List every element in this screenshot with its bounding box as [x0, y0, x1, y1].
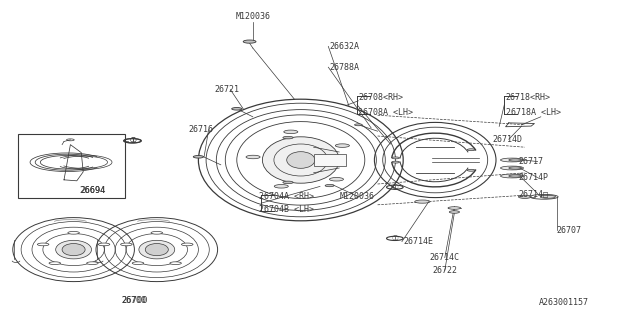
- Text: 26700: 26700: [121, 296, 148, 305]
- Ellipse shape: [62, 244, 85, 256]
- Text: 26718A <LH>: 26718A <LH>: [506, 108, 561, 116]
- Ellipse shape: [449, 211, 460, 213]
- Text: A263001157: A263001157: [539, 298, 589, 307]
- Ellipse shape: [193, 156, 204, 158]
- Text: 26717: 26717: [518, 157, 543, 166]
- Ellipse shape: [500, 166, 524, 170]
- Text: 26632A: 26632A: [330, 42, 360, 51]
- Ellipse shape: [68, 231, 79, 234]
- Ellipse shape: [509, 175, 522, 177]
- Text: 26714P: 26714P: [518, 173, 548, 182]
- Bar: [18, 134, 125, 198]
- Text: 26714C: 26714C: [430, 253, 460, 262]
- Ellipse shape: [49, 262, 61, 265]
- Ellipse shape: [274, 185, 288, 188]
- Text: 26694: 26694: [80, 186, 106, 195]
- Text: 26714D: 26714D: [493, 135, 523, 144]
- Ellipse shape: [540, 195, 556, 198]
- Ellipse shape: [448, 207, 461, 209]
- Text: 26708<RH>: 26708<RH>: [358, 93, 403, 102]
- Text: 26716: 26716: [189, 125, 214, 134]
- Text: ①: ①: [392, 183, 398, 192]
- Text: 26700: 26700: [122, 296, 147, 305]
- Ellipse shape: [287, 152, 315, 168]
- Text: 26708A <LH>: 26708A <LH>: [358, 108, 413, 116]
- Ellipse shape: [182, 243, 193, 246]
- Text: M120036: M120036: [236, 12, 270, 21]
- Ellipse shape: [283, 181, 293, 184]
- Ellipse shape: [262, 137, 339, 183]
- Text: 26707: 26707: [557, 226, 582, 235]
- Text: 26714□: 26714□: [518, 189, 548, 198]
- Ellipse shape: [355, 124, 362, 126]
- Text: 26704A <RH>: 26704A <RH>: [259, 192, 314, 201]
- Text: 26718<RH>: 26718<RH>: [506, 93, 550, 102]
- Text: 26788A: 26788A: [330, 63, 360, 72]
- Ellipse shape: [246, 155, 260, 159]
- Ellipse shape: [145, 244, 168, 256]
- Ellipse shape: [283, 136, 293, 139]
- Text: 26721: 26721: [214, 85, 239, 94]
- Ellipse shape: [325, 184, 334, 187]
- Ellipse shape: [518, 195, 531, 198]
- Bar: [314, 154, 346, 166]
- Ellipse shape: [415, 200, 430, 203]
- Ellipse shape: [86, 262, 98, 265]
- Ellipse shape: [139, 240, 175, 259]
- Text: ①: ①: [129, 136, 136, 145]
- Ellipse shape: [132, 262, 144, 265]
- Ellipse shape: [500, 158, 524, 162]
- Ellipse shape: [284, 130, 298, 133]
- Ellipse shape: [392, 161, 399, 163]
- Ellipse shape: [120, 243, 132, 246]
- Text: ①: ①: [392, 234, 398, 243]
- Ellipse shape: [467, 169, 475, 171]
- Text: 26722: 26722: [432, 266, 458, 275]
- Ellipse shape: [335, 144, 349, 147]
- Ellipse shape: [330, 178, 344, 181]
- Text: M120036: M120036: [339, 192, 374, 201]
- Ellipse shape: [243, 40, 256, 43]
- Text: 26714E: 26714E: [403, 237, 433, 246]
- Ellipse shape: [500, 174, 524, 178]
- Ellipse shape: [99, 243, 110, 246]
- Ellipse shape: [509, 159, 522, 161]
- Ellipse shape: [232, 108, 242, 110]
- Ellipse shape: [37, 243, 49, 246]
- Ellipse shape: [56, 240, 92, 259]
- Ellipse shape: [392, 157, 399, 159]
- Text: ①: ①: [129, 136, 136, 145]
- Ellipse shape: [509, 167, 522, 169]
- Ellipse shape: [467, 149, 475, 151]
- Ellipse shape: [170, 262, 181, 265]
- Ellipse shape: [151, 231, 163, 234]
- Text: 26694: 26694: [79, 186, 106, 195]
- Text: 26704B <LH>: 26704B <LH>: [259, 205, 314, 214]
